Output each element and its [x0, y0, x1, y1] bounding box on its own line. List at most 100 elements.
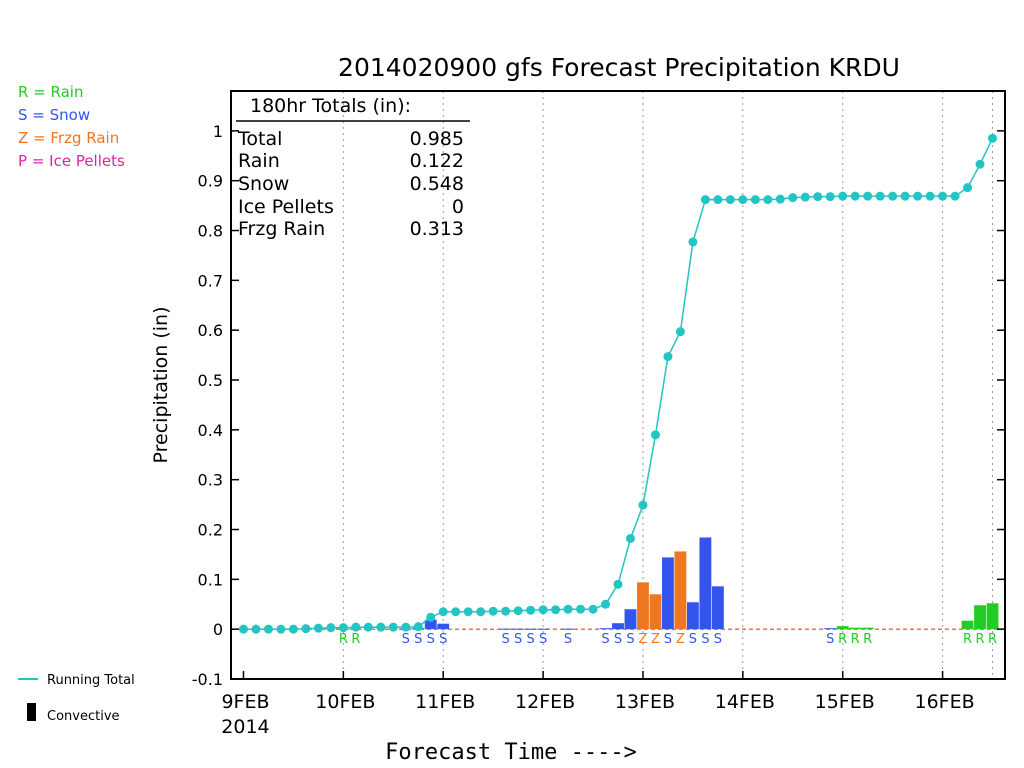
type-letter-s-66h: S: [514, 632, 522, 647]
running-total-point-120h: [738, 195, 748, 205]
running-total-point-180h: [988, 133, 998, 143]
type-letter-s-78h: S: [564, 632, 572, 647]
running-total-line: [243, 137, 994, 630]
chart-title: 2014020900 gfs Forecast Precipitation KR…: [338, 53, 900, 82]
x-tick-label-13feb: 13FEB: [615, 691, 675, 713]
precip-bar-s-45h: [424, 619, 437, 630]
running-total-point-66h: [513, 606, 523, 616]
running-total-point-39h: [401, 622, 411, 632]
running-total-point-123h: [750, 195, 760, 205]
type-letter-s-45h: S: [427, 632, 435, 647]
type-letter-r-177h: R: [976, 632, 985, 647]
y-tick-label-0.4: 0.4: [198, 421, 223, 440]
type-letter-z-96h: Z: [639, 632, 648, 647]
y-tick-label-1: 1: [213, 122, 223, 141]
type-letter-s-108h: S: [689, 632, 697, 647]
x-tick-label-14feb: 14FEB: [715, 691, 775, 713]
type-legend-r: R = Rain: [18, 83, 84, 101]
running-total-point-6h: [263, 624, 273, 634]
precip-bar-z-105h: [674, 551, 687, 630]
precip-bar-r-180h: [986, 603, 999, 630]
precip-bar-r-174h: [961, 620, 974, 630]
totals-box: 180hr Totals (in): Total 0.985 Rain 0.12…: [236, 95, 470, 240]
x-tick-label-12feb: 12FEB: [515, 691, 575, 713]
totals-row-total-label: Total: [237, 128, 282, 150]
precip-bar-s-108h: [686, 602, 699, 630]
running-total-point-141h: [825, 192, 835, 202]
running-total-point-111h: [700, 195, 710, 205]
precip-bar-s-87h: [599, 628, 612, 630]
running-total-point-72h: [538, 605, 548, 615]
type-letter-s-48h: S: [439, 632, 447, 647]
type-letter-s-141h: S: [826, 632, 834, 647]
running-total-point-90h: [613, 579, 623, 589]
precip-bar-s-78h: [562, 628, 574, 630]
running-total-point-42h: [413, 622, 423, 632]
series-legend: Running Total Convective: [18, 673, 135, 724]
type-letter-s-63h: S: [502, 632, 510, 647]
running-total-point-78h: [563, 604, 573, 614]
running-total-point-84h: [588, 604, 598, 614]
running-total-point-138h: [813, 192, 823, 202]
precip-bar-r-147h: [849, 627, 862, 630]
x-axis-label: Forecast Time ---->: [385, 740, 637, 765]
precip-bar-s-66h: [512, 628, 525, 630]
running-total-point-57h: [476, 607, 486, 617]
totals-row-ice-pellets-label: Ice Pellets: [238, 196, 334, 218]
precip-bar-s-69h: [524, 628, 537, 630]
y-tick-label-0.5: 0.5: [198, 371, 223, 390]
precip-bar-s-114h: [711, 586, 724, 630]
precip-bar-s-111h: [699, 537, 712, 630]
y-tick-label-0.6: 0.6: [198, 321, 223, 340]
totals-row-total-value: 0.985: [410, 128, 464, 150]
running-total-point-54h: [463, 607, 473, 617]
y-tick-label--0.1: -0.1: [192, 670, 223, 689]
precip-bar-s-63h: [499, 628, 512, 630]
totals-row-rain-value: 0.122: [410, 150, 464, 172]
type-letter-s-42h: S: [414, 632, 422, 647]
running-total-point-99h: [650, 430, 660, 440]
type-letter-z-105h: Z: [676, 632, 685, 647]
running-total-point-15h: [301, 624, 311, 634]
x-tick-label-9feb: 9FEB: [221, 691, 269, 713]
y-tick-label-0.7: 0.7: [198, 271, 223, 290]
running-total-point-132h: [788, 193, 798, 203]
y-tick-label-0.3: 0.3: [198, 471, 223, 490]
running-total-point-96h: [638, 500, 648, 510]
running-total-point-33h: [376, 622, 386, 632]
running-total-point-177h: [975, 159, 985, 169]
running-total-point-135h: [800, 192, 810, 202]
running-total-point-75h: [551, 605, 561, 615]
totals-row-snow-value: 0.548: [410, 173, 464, 195]
y-tick-label-0.9: 0.9: [198, 172, 223, 191]
y-tick-label-0.8: 0.8: [198, 222, 223, 241]
type-letter-s-87h: S: [601, 632, 609, 647]
type-legend-s: S = Snow: [18, 106, 90, 124]
running-total-point-150h: [863, 191, 873, 201]
type-letter-s-93h: S: [626, 632, 634, 647]
running-total-point-45h: [426, 612, 436, 622]
type-letter-s-72h: S: [539, 632, 547, 647]
running-total-point-81h: [576, 604, 586, 614]
type-letter-s-111h: S: [701, 632, 709, 647]
running-total-point-174h: [963, 183, 973, 193]
x-tick-sublabel-year: 2014: [221, 716, 269, 738]
running-total-point-60h: [488, 606, 498, 616]
running-total-point-93h: [625, 533, 635, 543]
running-total-point-114h: [713, 195, 723, 205]
type-legend-p: P = Ice Pellets: [18, 152, 125, 170]
precip-bar-z-96h: [637, 582, 649, 630]
running-total-point-30h: [363, 622, 373, 632]
y-tick-label-0: 0: [213, 620, 223, 639]
plot-frame: [230, 90, 1006, 680]
precipitation-bars: [337, 537, 999, 630]
convective-legend-label: Convective: [47, 709, 120, 724]
totals-header: 180hr Totals (in):: [250, 95, 411, 117]
x-tick-label-16feb: 16FEB: [915, 691, 975, 713]
running-total-legend-label: Running Total: [47, 673, 135, 688]
running-total-point-129h: [775, 194, 785, 204]
running-total-point-24h: [338, 623, 348, 633]
y-tick-label-0.2: 0.2: [198, 521, 223, 540]
x-tick-label-11feb: 11FEB: [415, 691, 475, 713]
